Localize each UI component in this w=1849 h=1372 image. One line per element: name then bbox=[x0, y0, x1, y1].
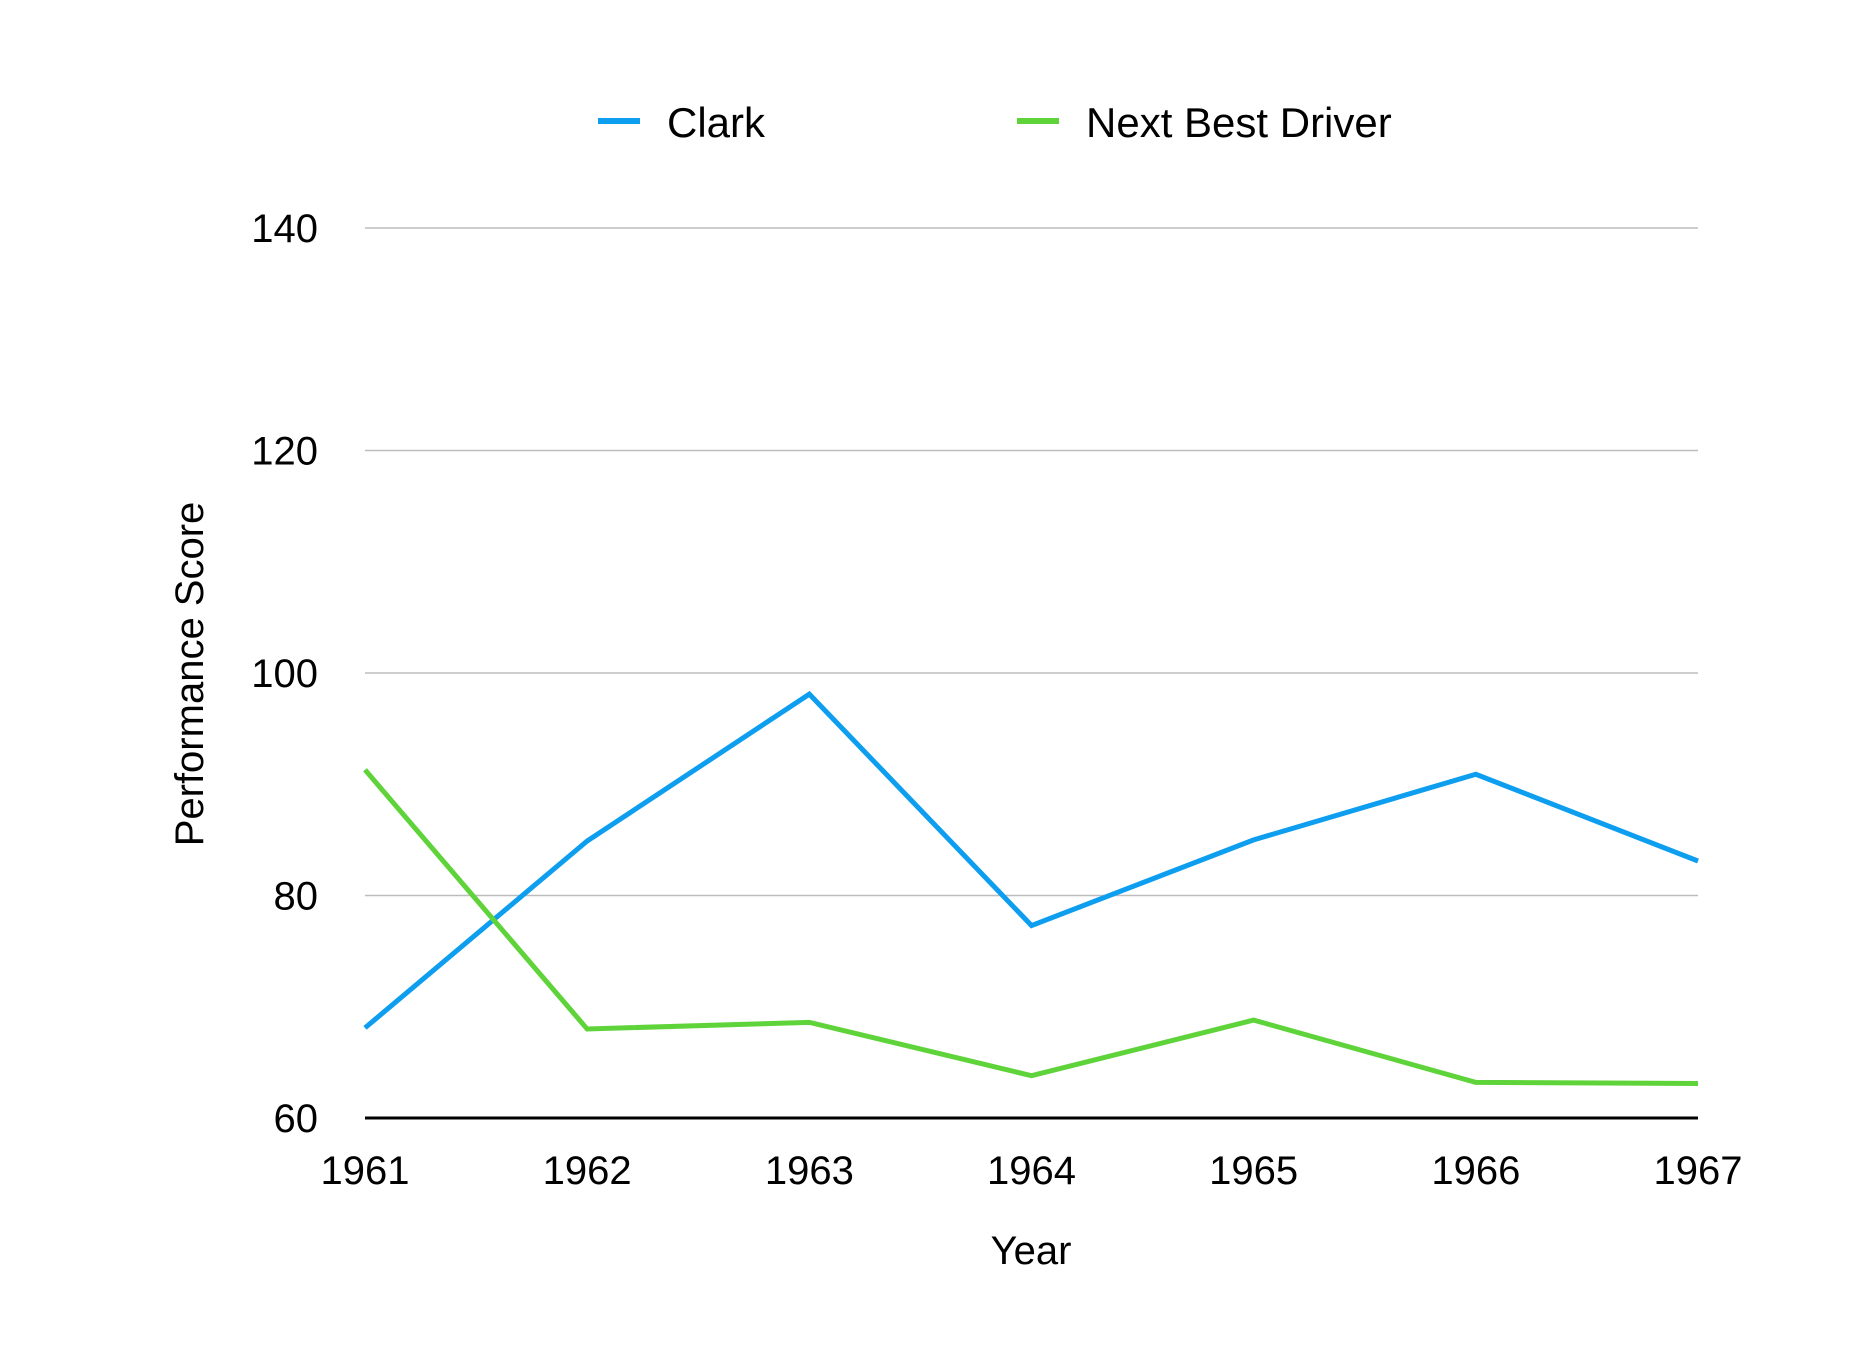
x-tick-label: 1967 bbox=[1654, 1149, 1743, 1193]
y-tick-label: 80 bbox=[274, 875, 319, 919]
x-tick-label: 1963 bbox=[765, 1149, 854, 1193]
series-lines bbox=[363, 690, 1699, 1087]
gridlines bbox=[365, 227, 1698, 1120]
x-tick-label: 1964 bbox=[987, 1149, 1076, 1193]
x-tick-label: 1965 bbox=[1209, 1149, 1298, 1193]
x-tick-label: 1962 bbox=[543, 1149, 632, 1193]
x-tick-label: 1966 bbox=[1431, 1149, 1520, 1193]
legend-label: Next Best Driver bbox=[1086, 99, 1392, 146]
y-tick-label: 60 bbox=[274, 1097, 319, 1141]
y-axis-label: Performance Score bbox=[168, 502, 212, 847]
x-tick-label: 1961 bbox=[321, 1149, 410, 1193]
series-line-clark bbox=[363, 690, 1699, 1030]
x-axis-label: Year bbox=[991, 1229, 1072, 1273]
y-tick-label: 120 bbox=[251, 430, 318, 474]
legend: Clark Next Best Driver bbox=[598, 99, 1392, 146]
y-tick-labels: 60 80 100 120 140 bbox=[251, 207, 318, 1141]
y-tick-label: 100 bbox=[251, 652, 318, 696]
series-line-next-best-driver bbox=[363, 768, 1699, 1087]
x-tick-labels: 1961 1962 1963 1964 1965 1966 1967 bbox=[321, 1149, 1743, 1193]
y-tick-label: 140 bbox=[251, 207, 318, 251]
legend-label: Clark bbox=[667, 99, 766, 146]
